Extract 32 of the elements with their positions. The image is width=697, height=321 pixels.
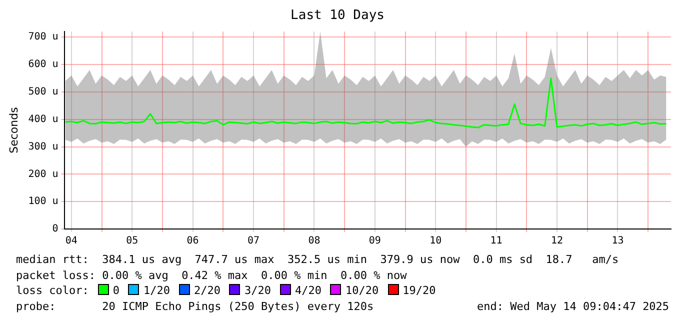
text: 4/20 xyxy=(294,284,322,297)
x-tick-label: 13 xyxy=(612,236,624,247)
text: 1/20 xyxy=(143,284,170,297)
x-tick-label: 06 xyxy=(186,236,199,247)
text: 10/20 xyxy=(345,284,379,297)
x-tick-label: 10 xyxy=(430,236,442,247)
text: packet loss: 0.00 % avg 0.42 % max 0.00 % min 0.00 % now xyxy=(16,268,408,283)
text: 2/20 xyxy=(194,284,220,297)
x-tick-label: 09 xyxy=(368,236,381,247)
y-axis-title: Seconds xyxy=(7,106,20,154)
x-tick-label: 12 xyxy=(550,236,564,247)
y-tick-label: 400 u xyxy=(28,114,58,125)
x-tick-label: 04 xyxy=(65,236,78,247)
x-tick-label: 11 xyxy=(490,236,502,247)
text: median rtt: 384.1 us avg 747.7 us max 352.5 us min 379.9 us now 0.0 ms sd 18.7 am/s xyxy=(16,252,619,268)
y-tick-label: 600 u xyxy=(28,59,58,70)
y-tick-label: 700 u xyxy=(28,32,58,43)
y-tick-label: 100 u xyxy=(28,196,58,208)
x-tick-label: 07 xyxy=(247,236,260,247)
y-tick-label: 0 xyxy=(52,224,58,235)
text: 3/20 xyxy=(244,284,271,297)
y-tick-label: 300 u xyxy=(28,141,58,152)
text: loss color: xyxy=(16,284,89,297)
text: end: Wed May 14 09:04:47 2025 xyxy=(477,298,670,314)
x-tick-label: 05 xyxy=(126,236,138,247)
text: 0 xyxy=(112,284,120,297)
x-tick-label: 08 xyxy=(308,236,320,247)
text: probe: 20 ICMP Echo Pings (250 Bytes) every 120s xyxy=(16,300,374,312)
text: 19/20 xyxy=(402,284,436,297)
y-tick-label: 500 u xyxy=(28,86,58,98)
y-tick-label: 200 u xyxy=(28,168,58,180)
chart-title: Last 10 Days xyxy=(290,8,384,24)
